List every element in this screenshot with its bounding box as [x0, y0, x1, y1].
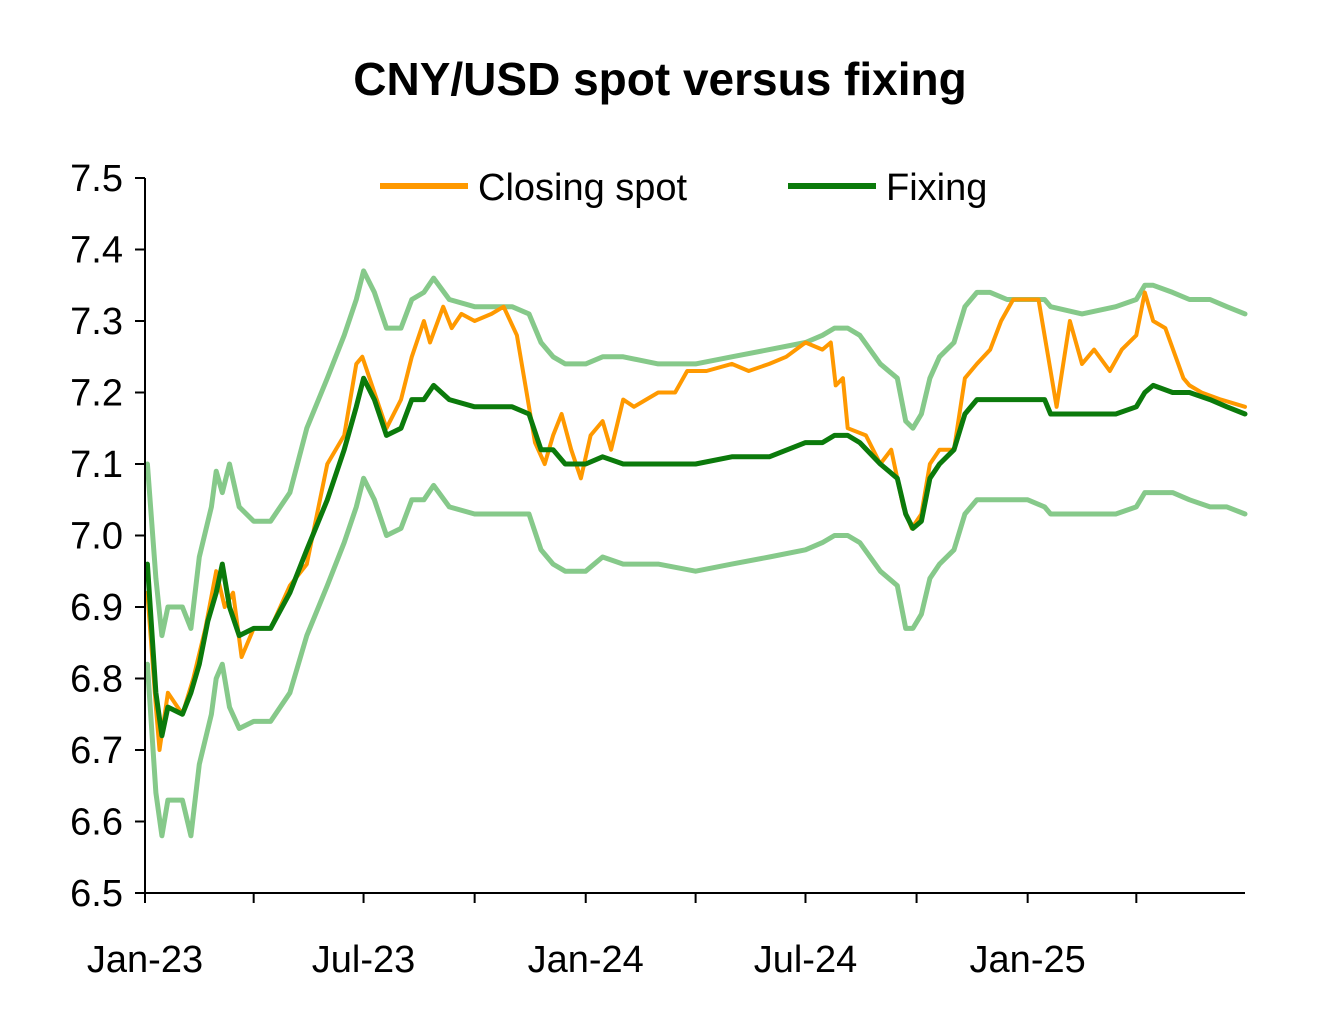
x-tick-label: Jan-24 — [528, 939, 644, 981]
legend-label: Fixing — [886, 167, 987, 209]
x-tick-label: Jan-25 — [970, 939, 1086, 981]
legend: Closing spot Fixing — [380, 167, 987, 209]
x-tick-label: Jul-23 — [312, 939, 416, 981]
legend-label: Closing spot — [478, 167, 688, 209]
y-tick-label: 6.9 — [70, 587, 123, 629]
y-tick-label: 6.6 — [70, 802, 123, 844]
y-tick-label: 7.3 — [70, 301, 123, 343]
x-tick-label: Jul-24 — [754, 939, 858, 981]
band-line-3 — [144, 475, 1248, 839]
y-tick-label: 7.1 — [70, 444, 123, 486]
y-tick-label: 7.4 — [70, 230, 123, 272]
x-axis-ticks: Jan-23 Jul-23 Jan-24 Jul-24 Jan-25 — [87, 893, 1138, 981]
series-layer — [144, 268, 1248, 839]
x-tick-label: Jan-23 — [87, 939, 203, 981]
y-tick-label: 7.5 — [70, 158, 123, 200]
y-tick-label: 6.5 — [70, 873, 123, 915]
y-tick-label: 7.0 — [70, 516, 123, 558]
chart-title: CNY/USD spot versus fixing — [353, 53, 966, 105]
series-line-closing-spot — [145, 290, 1247, 752]
series-line-fixing — [144, 375, 1248, 739]
y-axis-ticks: 6.5 6.6 6.7 6.8 6.9 7.0 7.1 7.2 7.3 7.4 7.5 — [70, 158, 145, 915]
y-tick-label: 7.2 — [70, 373, 123, 415]
y-tick-label: 6.8 — [70, 659, 123, 701]
band-line-2 — [144, 268, 1248, 639]
y-tick-label: 6.7 — [70, 730, 123, 772]
